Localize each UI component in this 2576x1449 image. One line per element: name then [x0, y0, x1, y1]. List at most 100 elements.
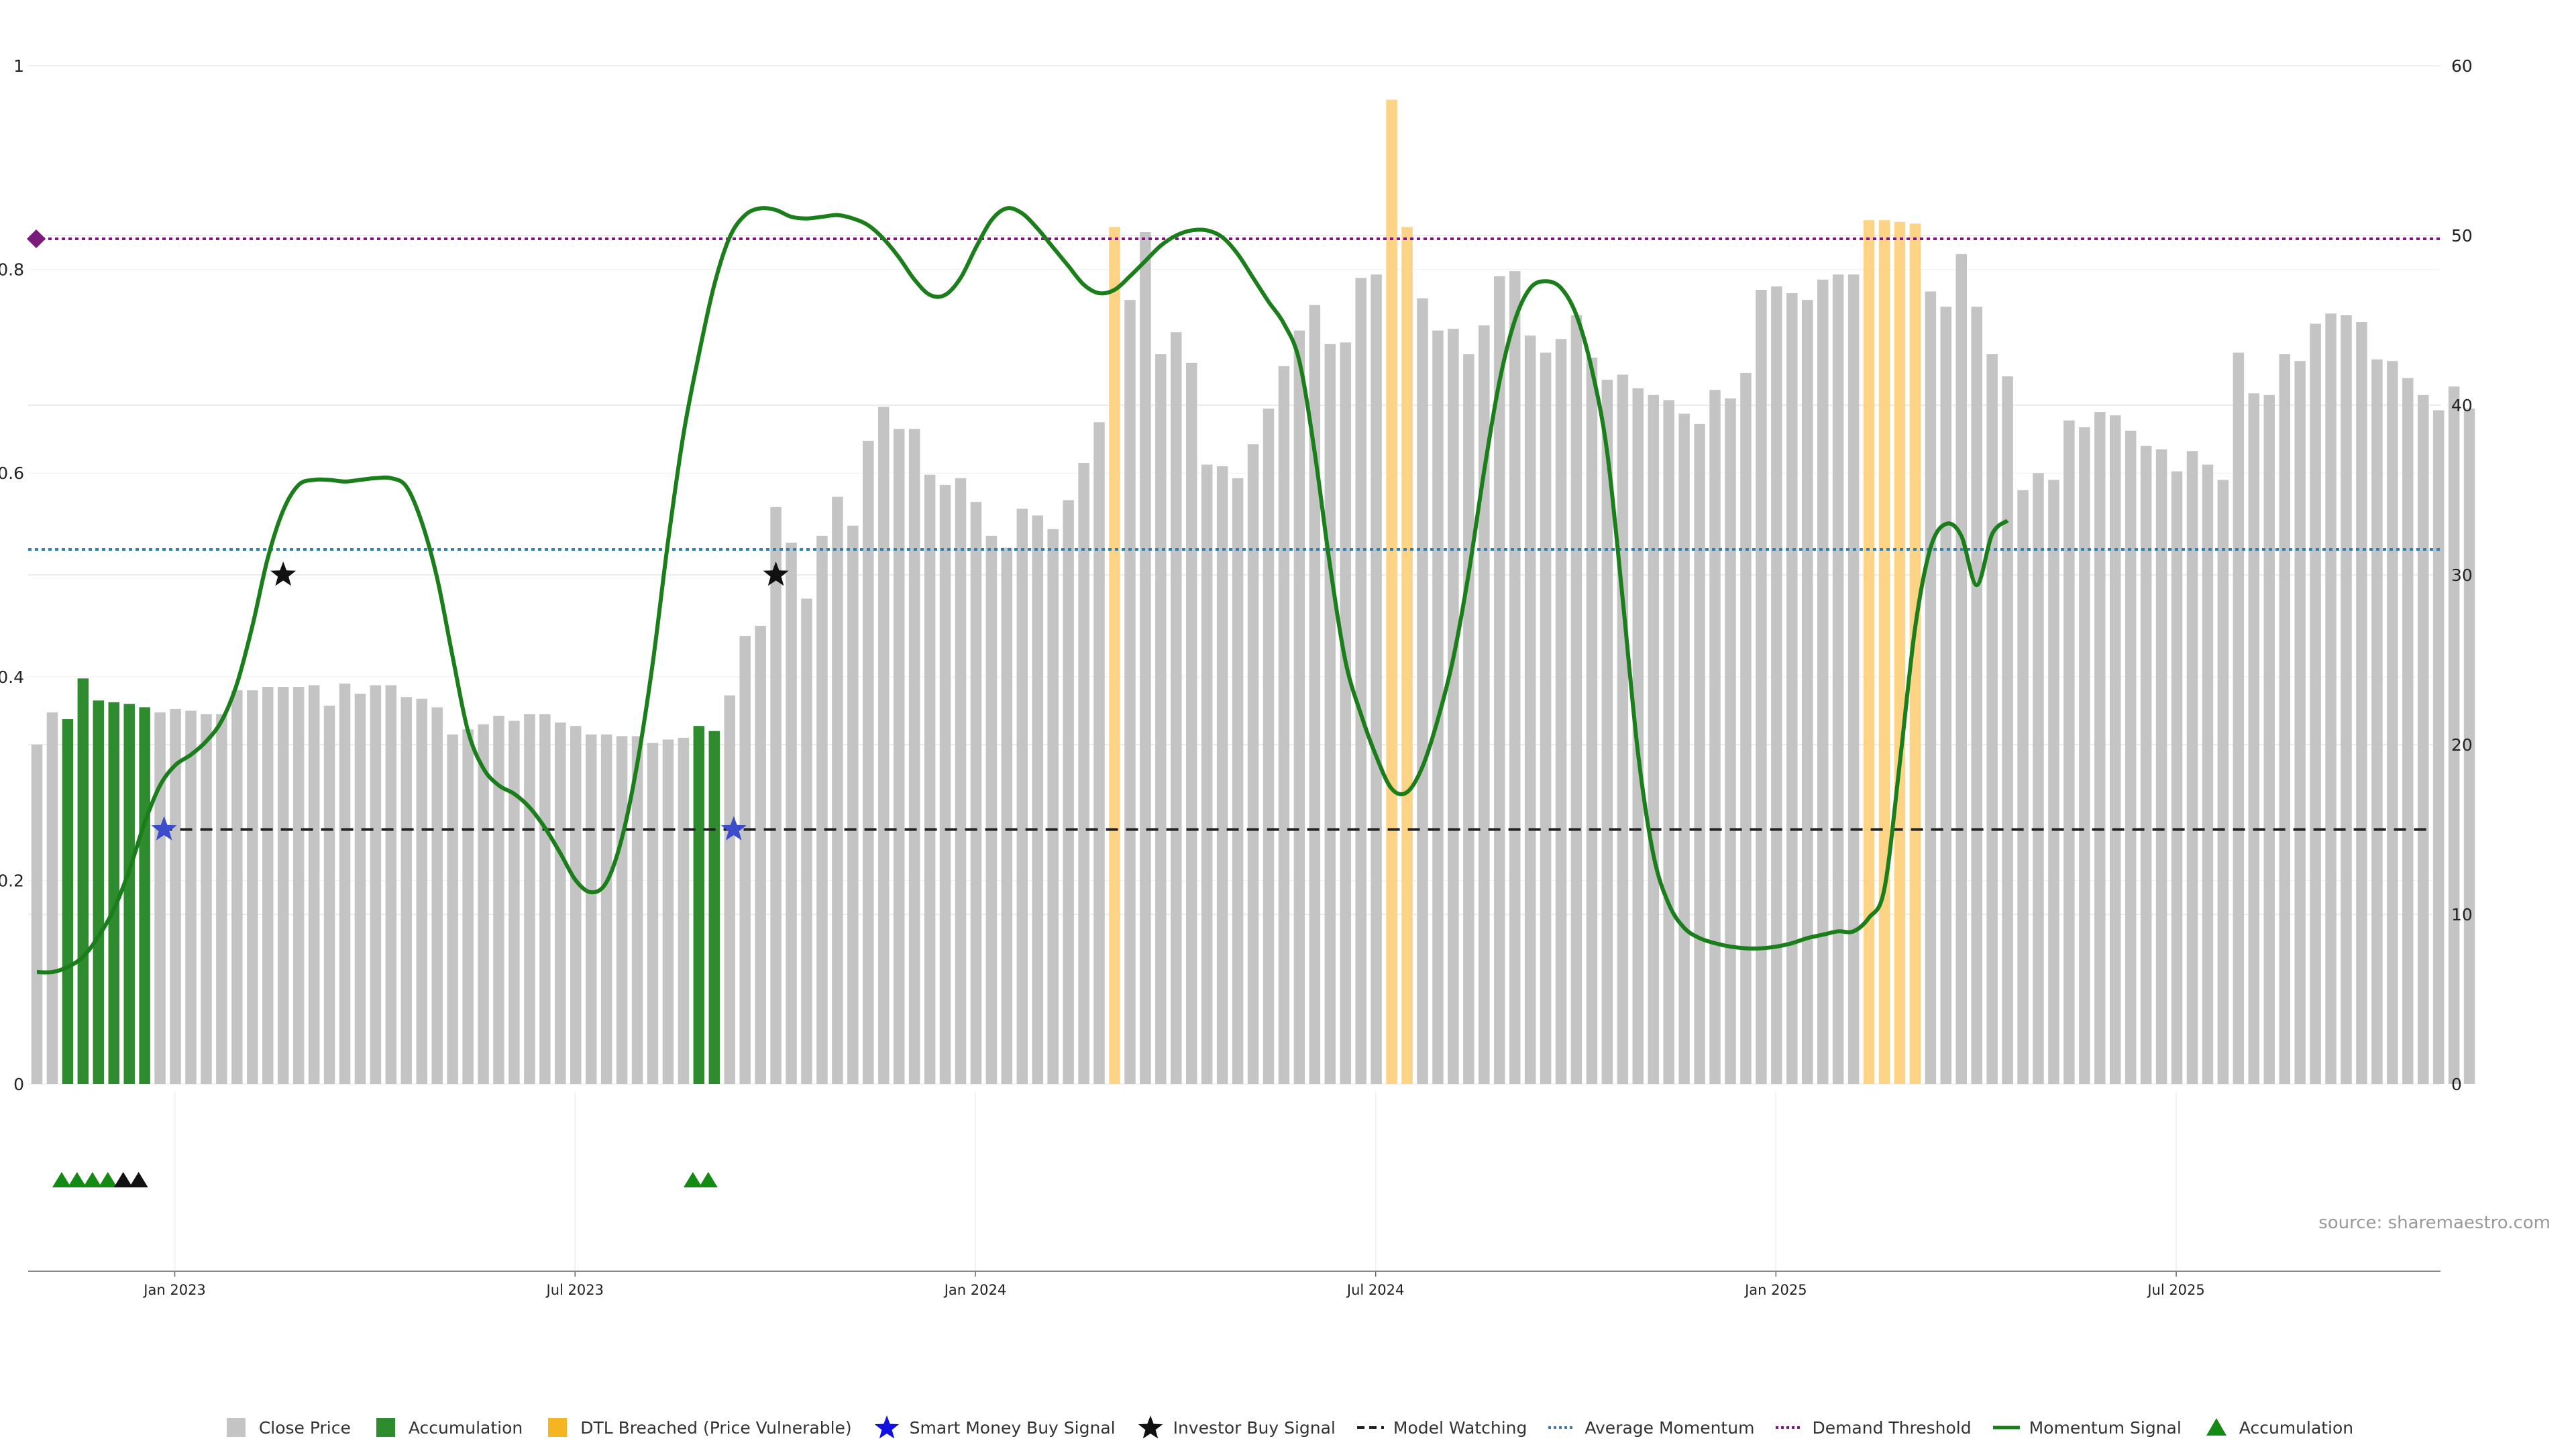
close-price-bar — [985, 535, 998, 1084]
close-price-bar — [292, 686, 305, 1084]
close-price-bar — [447, 734, 458, 1084]
close-price-bar — [1740, 372, 1752, 1085]
close-price-bar — [247, 690, 258, 1084]
close-price-bar — [185, 710, 197, 1084]
accumulation-bar — [77, 678, 89, 1084]
close-price-bar — [2402, 378, 2414, 1084]
close-price-bar — [1802, 300, 1813, 1084]
close-price-bar — [2033, 473, 2044, 1084]
close-price-bar — [755, 625, 766, 1084]
close-price-bar — [1786, 293, 1798, 1084]
close-price-bar — [2310, 323, 2321, 1084]
close-price-bar — [262, 686, 274, 1084]
close-price-bar — [400, 697, 413, 1084]
close-price-bar — [893, 429, 905, 1084]
close-price-bar — [1032, 515, 1043, 1084]
close-price-bar — [2418, 394, 2429, 1084]
close-price-bar — [1293, 330, 1305, 1085]
close-price-bar — [616, 736, 628, 1084]
close-price-bar — [970, 502, 982, 1084]
close-price-bar — [847, 525, 859, 1084]
close-price-bar — [1570, 315, 1582, 1084]
close-price-bar — [908, 429, 920, 1084]
dashed-line-icon — [1356, 1426, 1384, 1429]
close-price-bar — [478, 724, 489, 1084]
close-price-bar — [2171, 471, 2183, 1084]
y-right-tick-label: 10 — [2451, 905, 2473, 924]
close-price-bar — [2155, 449, 2167, 1084]
close-price-bar — [1709, 390, 1721, 1084]
close-price-bar — [647, 743, 659, 1084]
close-price-bar — [1940, 307, 1952, 1084]
close-price-bar — [2294, 361, 2306, 1084]
close-price-bar — [801, 598, 812, 1084]
close-price-bar — [2079, 427, 2090, 1084]
close-price-bar — [1155, 354, 1167, 1084]
signal-lines — [27, 206, 2440, 975]
accumulation-triangle — [98, 1172, 117, 1187]
close-price-bar — [1247, 444, 1259, 1084]
close-price-bar — [1494, 276, 1505, 1085]
legend-item: Demand Threshold — [1776, 1414, 1972, 1441]
close-price-bar — [924, 474, 936, 1084]
close-price-bar — [600, 734, 612, 1084]
close-price-bar — [1371, 274, 1382, 1085]
legend-label: Demand Threshold — [1812, 1417, 1972, 1438]
legend-item: DTL Breached (Price Vulnerable) — [544, 1414, 852, 1441]
legend-label: Close Price — [258, 1417, 351, 1438]
close-price-bar — [46, 712, 58, 1084]
close-price-bar — [955, 478, 967, 1084]
smart-money-buy-signal — [151, 816, 177, 841]
close-price-bar — [1340, 342, 1351, 1084]
x-tick-label: Jul 2025 — [2146, 1282, 2204, 1298]
close-price-bar — [2279, 354, 2290, 1084]
signal-markers — [151, 561, 789, 841]
close-price-bar — [277, 686, 289, 1084]
source-label: source: sharemaestro.com — [2318, 1213, 2551, 1233]
close-price-bar — [724, 695, 735, 1084]
green-line-icon — [1992, 1426, 2020, 1430]
close-price-bar — [308, 685, 320, 1084]
dtl-breached-bar — [1863, 220, 1875, 1085]
close-price-bar — [1171, 332, 1182, 1085]
legend-label: Accumulation — [408, 1417, 523, 1438]
close-price-bar — [493, 715, 504, 1084]
close-price-bar — [339, 683, 351, 1084]
close-price-bar — [2387, 361, 2398, 1084]
close-price-bar — [1201, 464, 1213, 1084]
investor-buy-signal — [763, 561, 789, 586]
close-price-bar — [1417, 298, 1428, 1084]
close-price-bar — [2125, 430, 2137, 1084]
close-price-bar — [370, 685, 382, 1084]
legend-item: Accumulation — [372, 1414, 523, 1441]
legend-item: Momentum Signal — [1992, 1414, 2182, 1441]
close-price-bar — [2017, 490, 2029, 1084]
close-price-bar — [1817, 279, 1829, 1084]
legend-item: Close Price — [223, 1414, 351, 1441]
close-price-bar — [585, 734, 597, 1084]
close-price-bar — [1678, 413, 1690, 1084]
dtl-breached-bar — [1878, 220, 1890, 1085]
close-price-bar — [1263, 409, 1275, 1084]
x-tick-label: Jan 2023 — [142, 1282, 206, 1298]
x-tick-label: Jul 2024 — [1346, 1282, 1404, 1298]
investor-buy-signal — [270, 561, 297, 586]
close-price-bar — [786, 542, 797, 1084]
close-price-bar — [1278, 366, 1290, 1084]
accumulation-bar — [139, 707, 150, 1084]
accumulation-bar — [708, 731, 720, 1084]
close-price-bar — [2110, 415, 2121, 1084]
close-price-bar — [1694, 423, 1705, 1084]
legend-label: Model Watching — [1393, 1417, 1527, 1438]
accumulation-triangle — [698, 1172, 718, 1187]
close-price-bar — [1663, 400, 1674, 1084]
close-price-bar — [1586, 358, 1598, 1085]
close-price-bar — [1601, 380, 1613, 1084]
close-price-bar — [1479, 325, 1490, 1085]
close-price-bar — [1140, 231, 1151, 1085]
close-price-bar — [1524, 335, 1536, 1084]
close-price-bar — [2094, 412, 2106, 1084]
close-price-bar — [1955, 254, 1967, 1085]
close-price-bar — [2202, 464, 2214, 1084]
